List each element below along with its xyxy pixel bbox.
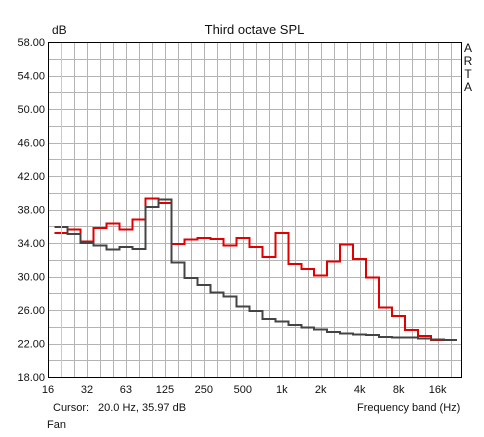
chart-title: Third octave SPL bbox=[205, 22, 305, 37]
series-layer bbox=[54, 197, 458, 342]
y-tick-label: 38.00 bbox=[17, 205, 45, 217]
y-tick-label: 26.00 bbox=[17, 305, 45, 317]
grid bbox=[48, 42, 461, 378]
frame-layer bbox=[48, 42, 462, 378]
y-axis-label: dB bbox=[52, 23, 67, 37]
x-tick-label: 250 bbox=[195, 384, 213, 396]
x-tick-label: 125 bbox=[156, 384, 174, 396]
x-tick-label: 4k bbox=[354, 384, 366, 396]
y-tick-label: 58.00 bbox=[17, 37, 45, 49]
plot-frame bbox=[48, 42, 462, 378]
y-tick-label: 54.00 bbox=[17, 71, 45, 83]
y-tick-label: 30.00 bbox=[17, 272, 45, 284]
legend-name: Fan bbox=[47, 419, 66, 431]
side-label-letter: T bbox=[464, 67, 472, 81]
series-red bbox=[54, 197, 458, 342]
y-tick-label: 22.00 bbox=[17, 339, 45, 351]
side-label-letter: A bbox=[464, 80, 472, 94]
x-tick-label: 2k bbox=[315, 384, 327, 396]
x-tick-label: 16k bbox=[429, 384, 447, 396]
y-tick-label: 50.00 bbox=[17, 104, 45, 116]
cursor-readout: 20.0 Hz, 35.97 dB bbox=[98, 402, 187, 414]
x-tick-label: 63 bbox=[120, 384, 132, 396]
x-tick-label: 32 bbox=[81, 384, 93, 396]
y-tick-label: 34.00 bbox=[17, 238, 45, 250]
y-tick-label: 42.00 bbox=[17, 171, 45, 183]
side-label-letter: A bbox=[464, 41, 472, 55]
y-tick-label: 18.00 bbox=[17, 372, 45, 384]
series-dark bbox=[54, 198, 458, 342]
x-tick-label: 1k bbox=[276, 384, 288, 396]
x-axis-label: Frequency band (Hz) bbox=[357, 402, 461, 414]
side-label-letter: R bbox=[464, 54, 473, 68]
x-tick-label: 8k bbox=[393, 384, 405, 396]
x-tick-label: 500 bbox=[234, 384, 252, 396]
x-tick-label: 16 bbox=[42, 384, 54, 396]
y-tick-label: 46.00 bbox=[17, 138, 45, 150]
cursor-label: Cursor: bbox=[53, 402, 90, 414]
label-layer: 18.00 22.00 26.00 30.00 34.00 38.00 42.00 46.00… bbox=[17, 22, 472, 396]
